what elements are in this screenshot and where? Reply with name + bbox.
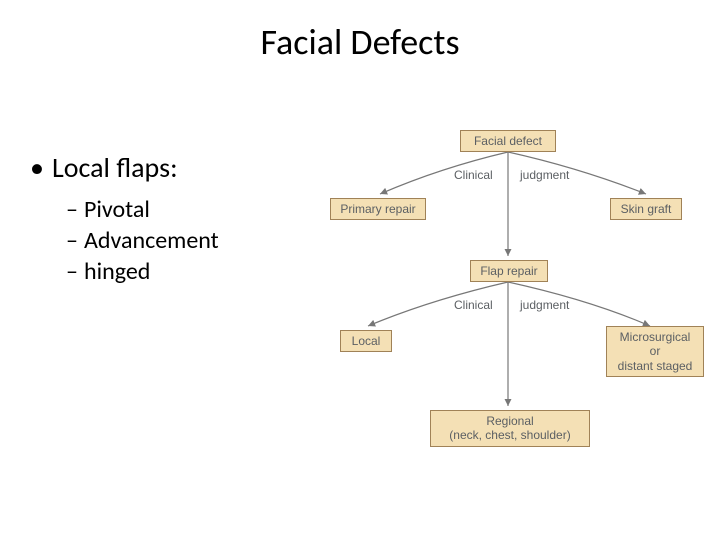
edge-label: judgment: [520, 168, 569, 182]
bullet-item: hinged: [66, 257, 219, 286]
bullet-list: Local flaps: Pivotal Advancement hinged: [30, 150, 219, 288]
node-facial-defect: Facial defect: [460, 130, 556, 152]
page-title: Facial Defects: [0, 20, 720, 64]
node-primary: Primary repair: [330, 198, 426, 220]
node-regional: Regional(neck, chest, shoulder): [430, 410, 590, 447]
edge-label: Clinical: [454, 298, 493, 312]
node-skin-graft: Skin graft: [610, 198, 682, 220]
node-micro: Microsurgicalordistant staged: [606, 326, 704, 377]
edge-label: Clinical: [454, 168, 493, 182]
edge-label: judgment: [520, 298, 569, 312]
bullet-item: Pivotal: [66, 195, 219, 224]
node-flap-repair: Flap repair: [470, 260, 548, 282]
node-local: Local: [340, 330, 392, 352]
bullet-heading: Local flaps:: [30, 150, 219, 185]
flowchart: Facial defect Primary repair Skin graft Fla…: [310, 130, 710, 490]
bullet-item: Advancement: [66, 226, 219, 255]
